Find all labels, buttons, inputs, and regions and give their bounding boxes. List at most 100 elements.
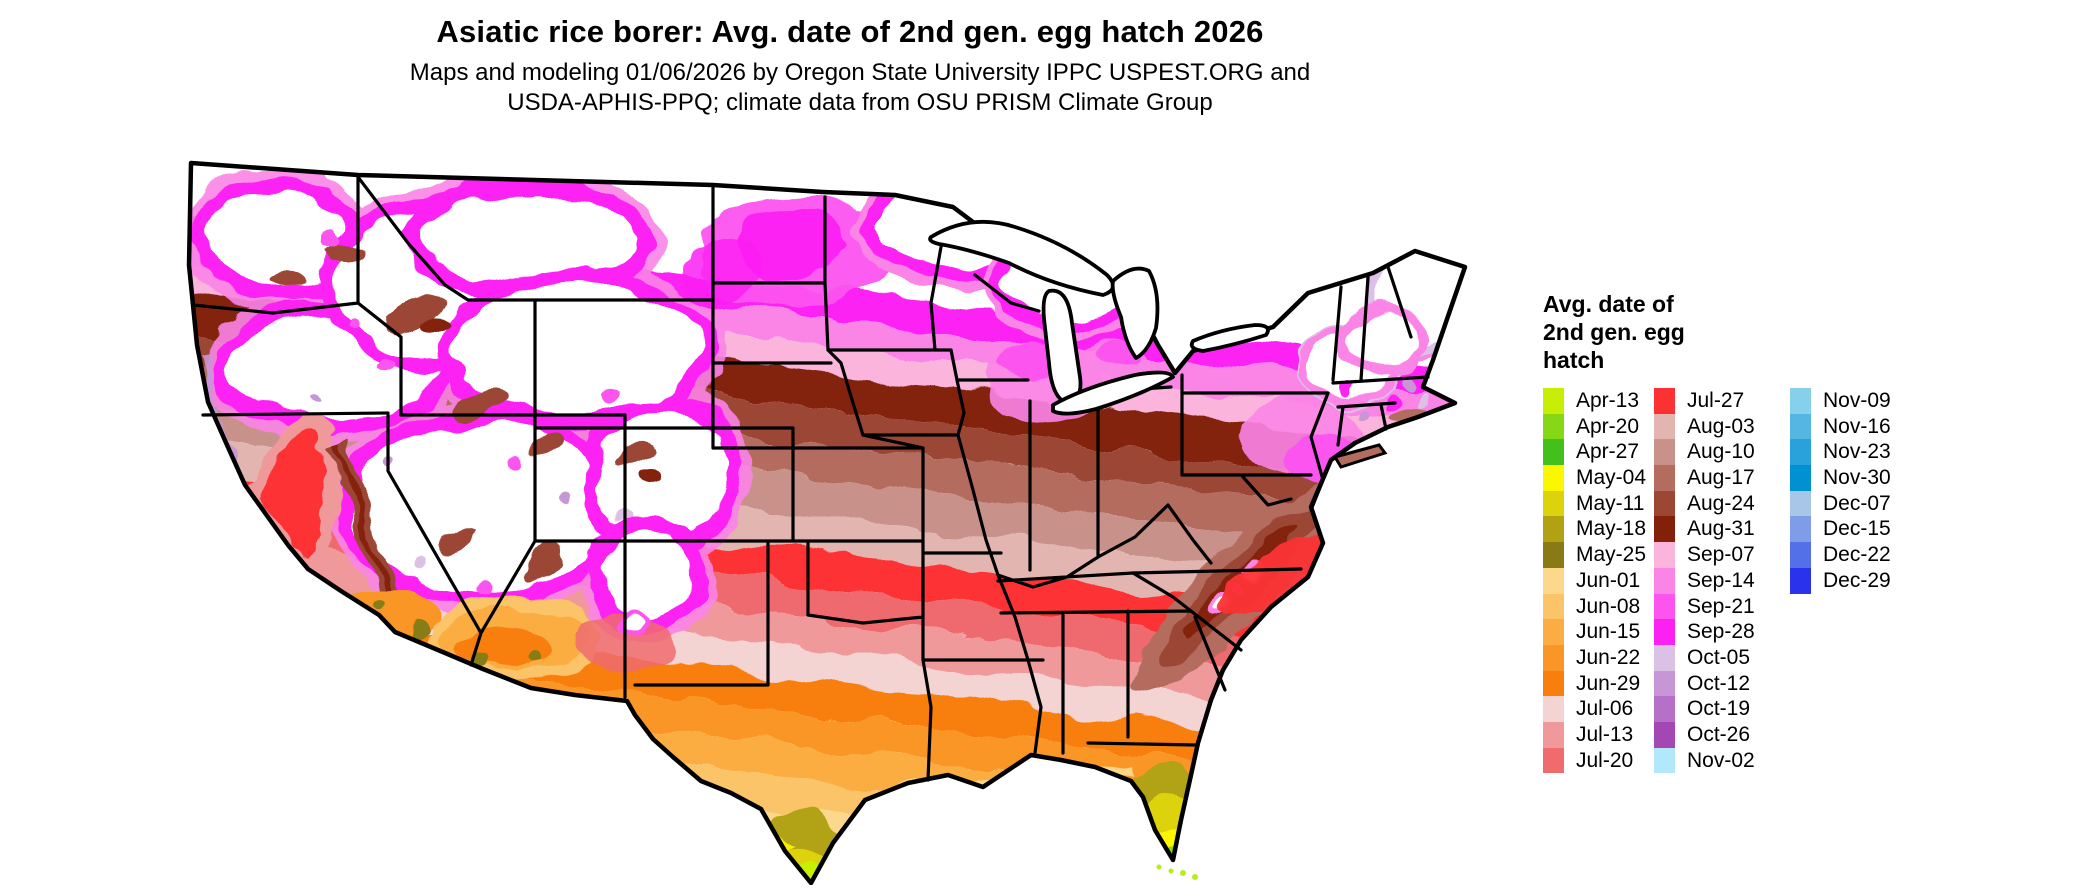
legend-swatch [1790, 516, 1811, 543]
legend-label: Apr-27 [1576, 440, 1640, 464]
legend-item: Sep-07 [1654, 542, 1790, 568]
legend-item: Jul-20 [1543, 747, 1654, 774]
legend-label: Oct-12 [1687, 671, 1751, 695]
legend-label: Nov-16 [1823, 414, 1891, 438]
legend-label: Dec-07 [1823, 491, 1891, 515]
great-lakes [928, 219, 1270, 416]
legend-label: Dec-15 [1823, 517, 1891, 541]
legend-item: Oct-19 [1654, 696, 1790, 722]
lake-erie [1051, 370, 1175, 416]
legend-label: Aug-31 [1687, 517, 1755, 541]
legend-label: Sep-28 [1687, 620, 1755, 644]
legend-item: Dec-22 [1790, 542, 1901, 568]
legend-label: Oct-05 [1687, 645, 1751, 669]
legend-item: Dec-15 [1790, 516, 1901, 543]
legend-item: Oct-26 [1654, 721, 1790, 748]
long-island [1332, 443, 1388, 469]
legend-label: Jul-13 [1576, 722, 1634, 746]
legend-column: Apr-13 Apr-20 Apr-27 May-04 May-11 May-18 May-… [1543, 388, 1654, 774]
legend-item: Sep-21 [1654, 593, 1790, 620]
lake-superior [928, 219, 1115, 297]
map-subtitle: Maps and modeling 01/06/2026 by Oregon S… [0, 58, 1720, 118]
legend-swatch [1654, 413, 1675, 440]
legend-swatch [1790, 542, 1811, 568]
legend-swatch [1654, 619, 1675, 645]
legend-swatch [1654, 721, 1675, 748]
legend-label: Nov-02 [1687, 748, 1755, 772]
lake-ontario [1189, 323, 1270, 353]
legend-label: Oct-19 [1687, 697, 1751, 721]
legend-swatch [1543, 747, 1564, 774]
legend-swatch [1790, 439, 1811, 466]
map-svg [183, 145, 1493, 885]
state-borders [191, 175, 1430, 782]
legend-column: Nov-09 Nov-16 Nov-23 Nov-30 Dec-07 Dec-15 Dec-… [1790, 388, 1901, 594]
legend-swatch [1654, 747, 1675, 774]
legend-swatch [1654, 644, 1675, 671]
legend-label: Jun-29 [1576, 671, 1641, 695]
subtitle-line-2: USDA-APHIS-PPQ; climate data from OSU PR… [507, 89, 1213, 116]
legend-label: Apr-13 [1576, 389, 1640, 412]
legend-label: Aug-10 [1687, 440, 1755, 464]
legend-item: May-04 [1543, 465, 1654, 491]
legend-item: Nov-16 [1790, 413, 1901, 440]
legend-swatch [1543, 439, 1564, 466]
legend-item: Oct-05 [1654, 644, 1790, 671]
legend-label: Jun-01 [1576, 568, 1641, 592]
legend-label: Jun-15 [1576, 620, 1641, 644]
legend-label: Aug-24 [1687, 491, 1755, 515]
legend-title: Avg. date of 2nd gen. egg hatch [1543, 291, 1685, 373]
legend-swatch [1654, 490, 1675, 517]
legend-label: Nov-09 [1823, 389, 1891, 412]
legend-item: Sep-28 [1654, 619, 1790, 645]
legend-item: Aug-03 [1654, 413, 1790, 440]
legend-item: Jul-13 [1543, 721, 1654, 748]
legend-label: Sep-21 [1687, 594, 1755, 618]
legend-swatch [1543, 388, 1564, 414]
legend-item: Jun-22 [1543, 644, 1654, 671]
legend-item: Jun-15 [1543, 619, 1654, 645]
legend-swatch [1543, 619, 1564, 645]
legend-columns: Apr-13 Apr-20 Apr-27 May-04 May-11 May-18 May-… [1543, 388, 1901, 774]
legend-swatch [1790, 490, 1811, 517]
legend-label: Nov-23 [1823, 440, 1891, 464]
legend-item: Nov-23 [1790, 439, 1901, 466]
florida-keys [1156, 864, 1198, 880]
legend-swatch [1543, 413, 1564, 440]
legend-swatch [1543, 721, 1564, 748]
legend-label: Jul-27 [1687, 389, 1745, 412]
legend-item: Jul-27 [1654, 388, 1790, 414]
legend-item: Aug-17 [1654, 465, 1790, 491]
legend-swatch [1543, 593, 1564, 620]
legend-label: Dec-22 [1823, 543, 1891, 567]
legend-swatch [1654, 567, 1675, 594]
map-color-field [189, 163, 1465, 883]
legend-swatch [1790, 567, 1811, 594]
legend-label: Aug-03 [1687, 414, 1755, 438]
legend-swatch [1654, 542, 1675, 568]
legend-swatch [1543, 567, 1564, 594]
legend-label: Apr-20 [1576, 414, 1640, 438]
legend-swatch [1790, 388, 1811, 414]
legend-label: Oct-26 [1687, 722, 1751, 746]
legend-swatch [1543, 644, 1564, 671]
legend-item: May-25 [1543, 542, 1654, 568]
legend-item: Apr-13 [1543, 388, 1654, 414]
legend-swatch [1543, 542, 1564, 568]
legend-swatch [1654, 696, 1675, 722]
legend-label: Jun-08 [1576, 594, 1641, 618]
legend-swatch [1654, 388, 1675, 414]
legend-item: Nov-09 [1790, 388, 1901, 414]
legend-item: Oct-12 [1654, 670, 1790, 697]
legend-label: May-25 [1576, 543, 1647, 567]
legend-swatch [1654, 670, 1675, 697]
legend-label: May-04 [1576, 466, 1647, 490]
legend-item: Jun-08 [1543, 593, 1654, 620]
us-map [183, 145, 1493, 885]
legend-item: Aug-10 [1654, 439, 1790, 466]
legend-item: May-18 [1543, 516, 1654, 543]
legend-label: Nov-30 [1823, 466, 1891, 490]
legend-label: Jun-22 [1576, 645, 1641, 669]
legend-swatch [1790, 465, 1811, 491]
map-title: Asiatic rice borer: Avg. date of 2nd gen… [436, 14, 1264, 49]
